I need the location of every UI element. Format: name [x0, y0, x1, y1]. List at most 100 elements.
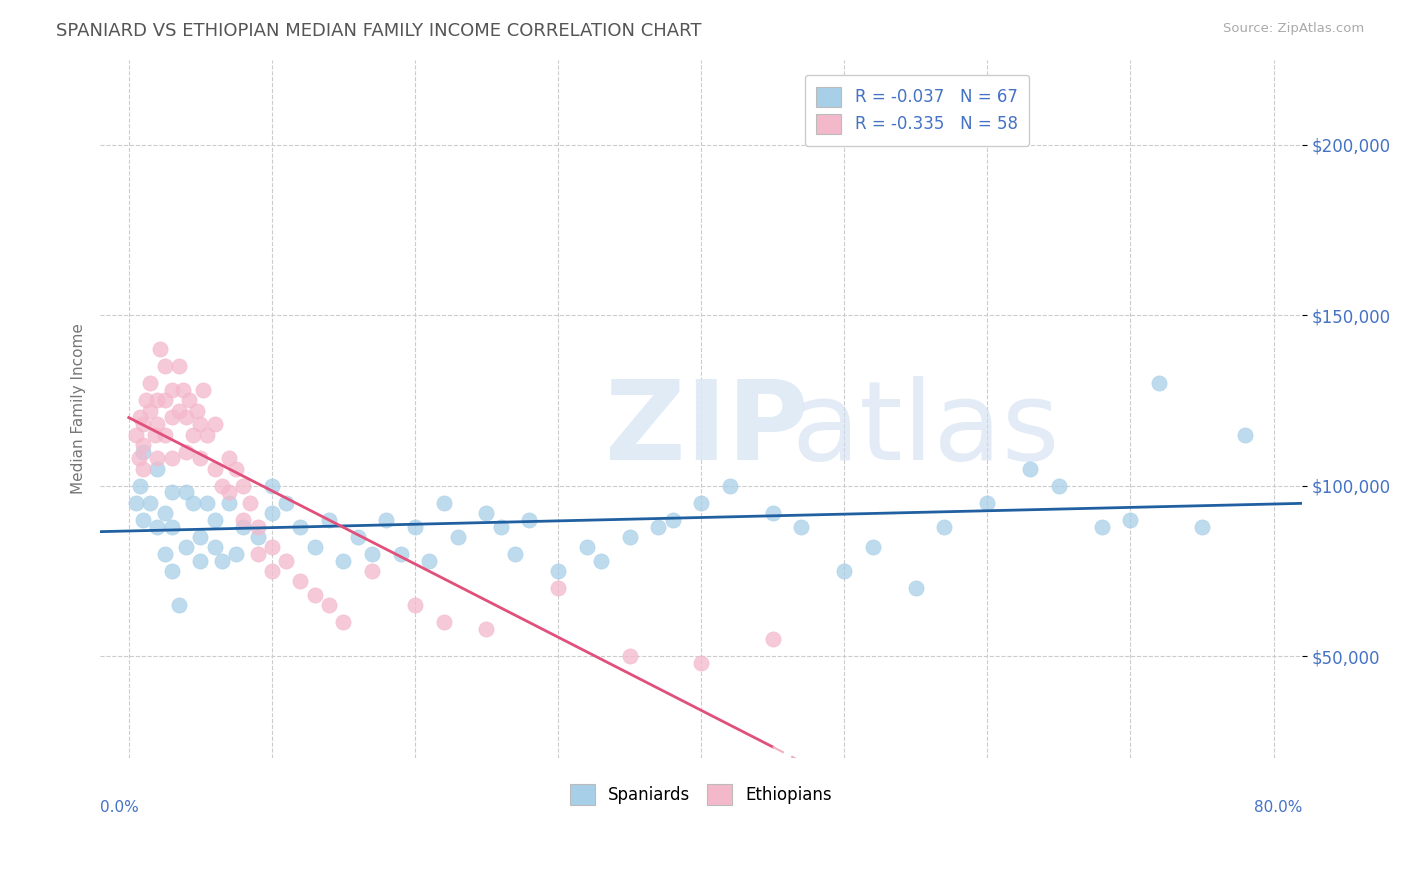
Point: [790, 519, 813, 533]
Point: [260, 478, 283, 492]
Point: [489, 519, 512, 533]
Point: [290, 519, 312, 533]
Point: [146, 393, 169, 408]
Point: [153, 393, 176, 408]
Point: [218, 485, 240, 500]
Point: [146, 519, 169, 533]
Point: [318, 513, 340, 527]
Point: [204, 513, 226, 527]
Point: [432, 496, 454, 510]
Point: [276, 554, 298, 568]
Point: [197, 496, 219, 510]
Point: [128, 451, 150, 466]
Point: [239, 496, 262, 510]
Point: [1019, 461, 1042, 475]
Point: [177, 393, 200, 408]
Point: [318, 598, 340, 612]
Point: [232, 513, 254, 527]
Point: [153, 427, 176, 442]
Point: [211, 554, 233, 568]
Text: ZIP: ZIP: [605, 376, 808, 483]
Point: [862, 540, 884, 554]
Point: [332, 554, 354, 568]
Point: [132, 444, 155, 458]
Point: [160, 519, 183, 533]
Point: [139, 403, 162, 417]
Point: [174, 540, 197, 554]
Point: [1191, 519, 1213, 533]
Point: [346, 530, 368, 544]
Point: [125, 496, 148, 510]
Point: [204, 417, 226, 432]
Point: [375, 513, 398, 527]
Point: [188, 530, 211, 544]
Point: [153, 547, 176, 561]
Point: [404, 519, 426, 533]
Point: [197, 427, 219, 442]
Point: [153, 359, 176, 374]
Point: [475, 506, 498, 520]
Text: 80.0%: 80.0%: [1254, 800, 1302, 815]
Point: [232, 478, 254, 492]
Point: [160, 485, 183, 500]
Legend: Spaniards, Ethiopians: Spaniards, Ethiopians: [562, 776, 841, 813]
Point: [191, 383, 214, 397]
Point: [547, 564, 569, 578]
Point: [204, 461, 226, 475]
Text: atlas: atlas: [792, 376, 1060, 483]
Point: [575, 540, 598, 554]
Point: [167, 598, 190, 612]
Point: [132, 417, 155, 432]
Point: [188, 554, 211, 568]
Point: [276, 496, 298, 510]
Point: [246, 519, 269, 533]
Point: [218, 451, 240, 466]
Point: [188, 417, 211, 432]
Point: [547, 581, 569, 595]
Point: [181, 427, 204, 442]
Point: [232, 519, 254, 533]
Point: [260, 506, 283, 520]
Point: [160, 410, 183, 425]
Point: [690, 656, 713, 670]
Text: 0.0%: 0.0%: [100, 800, 139, 815]
Point: [174, 485, 197, 500]
Point: [246, 547, 269, 561]
Point: [225, 461, 247, 475]
Point: [447, 530, 470, 544]
Point: [260, 564, 283, 578]
Point: [218, 496, 240, 510]
Point: [661, 513, 683, 527]
Point: [762, 506, 785, 520]
Point: [1091, 519, 1114, 533]
Point: [619, 649, 641, 664]
Point: [125, 427, 148, 442]
Point: [181, 496, 204, 510]
Point: [172, 383, 194, 397]
Point: [143, 427, 166, 442]
Point: [832, 564, 855, 578]
Point: [619, 530, 641, 544]
Point: [304, 588, 326, 602]
Point: [475, 622, 498, 636]
Point: [361, 564, 384, 578]
Point: [1147, 376, 1170, 391]
Point: [160, 383, 183, 397]
Point: [132, 513, 155, 527]
Point: [1233, 427, 1256, 442]
Point: [146, 461, 169, 475]
Point: [404, 598, 426, 612]
Point: [690, 496, 713, 510]
Point: [129, 410, 152, 425]
Point: [160, 564, 183, 578]
Point: [718, 478, 741, 492]
Point: [149, 343, 172, 357]
Point: [976, 496, 998, 510]
Point: [934, 519, 956, 533]
Text: SPANIARD VS ETHIOPIAN MEDIAN FAMILY INCOME CORRELATION CHART: SPANIARD VS ETHIOPIAN MEDIAN FAMILY INCO…: [56, 22, 702, 40]
Point: [146, 451, 169, 466]
Point: [132, 438, 155, 452]
Point: [153, 506, 176, 520]
Point: [304, 540, 326, 554]
Point: [332, 615, 354, 629]
